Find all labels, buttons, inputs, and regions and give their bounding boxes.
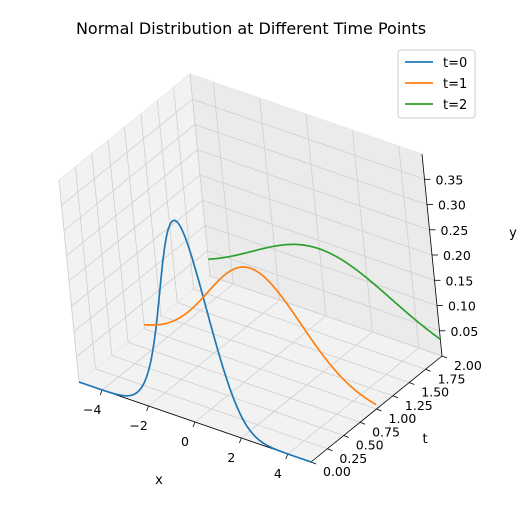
grid-line	[63, 124, 196, 231]
t-tick	[392, 395, 399, 399]
grid-line	[160, 315, 394, 397]
series-line-t=1	[144, 266, 377, 406]
grid-line	[199, 174, 433, 256]
y-tick-label: 0.25	[441, 223, 469, 238]
grid-line	[111, 355, 344, 436]
grid-line	[193, 288, 426, 370]
grid-line	[202, 199, 435, 281]
grid-line	[194, 124, 428, 205]
t-tick-label: 0.75	[372, 424, 400, 439]
x-tick	[239, 437, 242, 444]
grid-line	[204, 225, 438, 306]
t-tick-label: 1.50	[421, 385, 449, 400]
t-tick	[343, 435, 349, 438]
t-tick-label: 1.25	[405, 398, 433, 413]
grid-line	[73, 225, 206, 332]
series-line-t=2	[208, 243, 441, 340]
chart-title: Normal Distribution at Different Time Po…	[76, 19, 426, 38]
t-tick-label: 0.00	[323, 464, 351, 479]
x-tick	[146, 405, 149, 412]
t-tick	[359, 421, 366, 425]
t-tick-label: 0.25	[339, 451, 367, 466]
x-tick-label: 2	[227, 450, 235, 465]
x-tick-label: −4	[83, 402, 101, 417]
t-tick	[409, 382, 415, 385]
t-axis-label: t	[422, 432, 427, 447]
t-tick	[310, 461, 317, 465]
t-tick-label: 2.00	[454, 358, 482, 373]
y-tick-label: 0.15	[446, 273, 474, 288]
legend-entry: t=1	[443, 77, 467, 92]
grid-line	[71, 199, 203, 307]
axes-grid	[58, 73, 443, 463]
grid-line	[192, 98, 425, 180]
t-tick-label: 1.00	[389, 411, 417, 426]
t-tick	[327, 448, 333, 452]
y-tick-label: 0.35	[436, 172, 464, 187]
y-tick-label: 0.10	[448, 299, 476, 314]
y-tick-label: 0.05	[451, 324, 479, 339]
t-tick	[376, 408, 382, 412]
grid-line	[61, 98, 193, 206]
series-lines	[78, 219, 441, 463]
grid-line	[177, 302, 410, 383]
t-tick	[425, 368, 431, 372]
x-tick	[99, 389, 103, 396]
grid-line	[68, 174, 201, 282]
grid-line	[209, 275, 443, 357]
grid-line	[76, 250, 208, 358]
x-tick	[285, 453, 289, 460]
legend-entry: t=2	[443, 98, 467, 113]
grid-line	[144, 328, 377, 410]
grid-line	[95, 368, 328, 450]
t-tick-label: 0.50	[356, 438, 384, 453]
grid-line	[127, 341, 361, 423]
grid-line	[66, 149, 198, 257]
y-axis-label: y	[509, 226, 517, 241]
x-tick-label: −2	[129, 418, 147, 433]
grid-line	[207, 250, 440, 332]
x-tick-label: 0	[181, 434, 189, 449]
x-tick	[192, 421, 196, 428]
grid-line	[197, 149, 430, 231]
y-tick-label: 0.30	[438, 198, 466, 213]
y-tick-label: 0.20	[443, 248, 471, 263]
legend-entry: t=0	[443, 56, 467, 71]
x-axis-label: x	[155, 473, 163, 488]
x-tick-label: 4	[274, 466, 282, 481]
series-line-t=0	[78, 219, 312, 463]
legend: t=0 t=1 t=2	[397, 49, 476, 119]
legend-box	[397, 49, 476, 119]
t-tick-label: 1.75	[438, 371, 466, 386]
t-tick	[441, 355, 448, 359]
